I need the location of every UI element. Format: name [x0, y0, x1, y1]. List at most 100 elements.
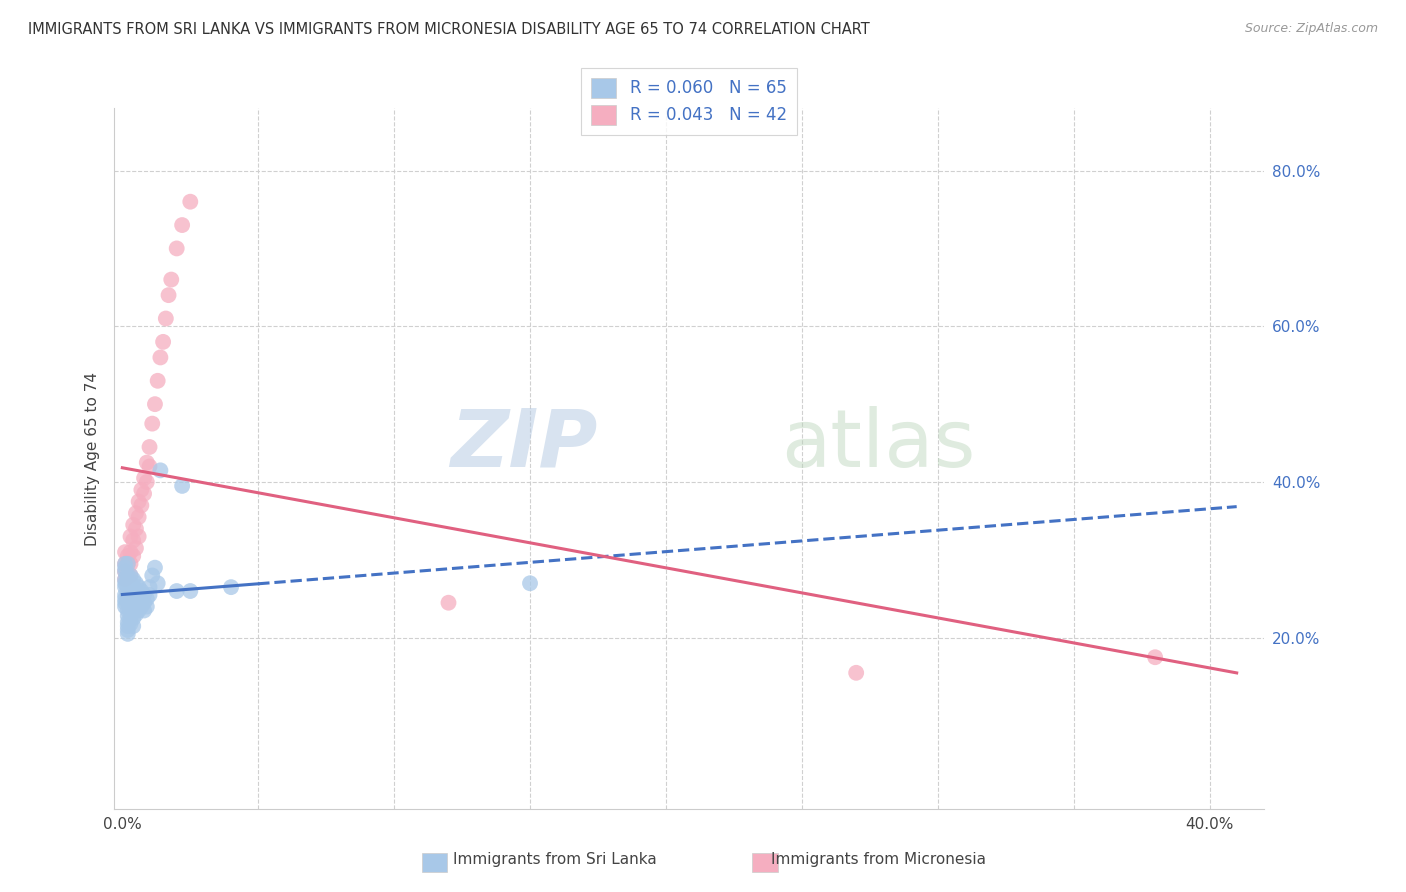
Point — [132, 471, 155, 485]
Point — [117, 549, 139, 563]
Point — [152, 334, 174, 349]
Point — [122, 611, 145, 625]
Point — [146, 374, 169, 388]
Point — [132, 486, 155, 500]
Point — [157, 288, 180, 302]
Point — [179, 584, 201, 599]
Point — [131, 499, 153, 513]
Point — [114, 588, 136, 602]
Point — [120, 529, 142, 543]
Point — [114, 545, 136, 559]
Point — [128, 510, 150, 524]
Point — [172, 479, 194, 493]
Point — [146, 576, 169, 591]
Point — [125, 607, 148, 622]
Point — [125, 591, 148, 606]
Point — [166, 242, 188, 256]
Point — [114, 599, 136, 614]
Point — [128, 596, 150, 610]
Point — [141, 568, 163, 582]
Point — [122, 603, 145, 617]
Point — [122, 517, 145, 532]
Point — [114, 557, 136, 571]
Point — [117, 568, 139, 582]
Point — [219, 580, 242, 594]
Point — [125, 506, 148, 520]
Point — [125, 599, 148, 614]
Point — [114, 573, 136, 587]
Text: Source: ZipAtlas.com: Source: ZipAtlas.com — [1244, 22, 1378, 36]
Point — [122, 573, 145, 587]
Point — [135, 456, 157, 470]
Point — [120, 545, 142, 559]
Point — [122, 619, 145, 633]
Point — [138, 588, 160, 602]
Text: atlas: atlas — [780, 406, 976, 483]
Point — [135, 475, 157, 489]
Point — [122, 580, 145, 594]
Point — [117, 603, 139, 617]
Point — [117, 609, 139, 624]
Point — [128, 580, 150, 594]
Point — [117, 588, 139, 602]
Point — [131, 483, 153, 497]
Point — [120, 568, 142, 582]
Point — [117, 568, 139, 582]
Point — [114, 580, 136, 594]
Point — [117, 615, 139, 630]
Point — [149, 463, 172, 477]
Point — [120, 580, 142, 594]
Point — [135, 591, 157, 606]
Point — [117, 580, 139, 594]
Point — [179, 194, 201, 209]
Text: ZIP: ZIP — [450, 406, 598, 483]
Point — [125, 584, 148, 599]
Point — [143, 560, 166, 574]
Point — [128, 494, 150, 508]
Point — [122, 533, 145, 548]
Point — [114, 560, 136, 574]
Point — [138, 580, 160, 594]
Point — [117, 596, 139, 610]
Point — [141, 417, 163, 431]
Point — [131, 599, 153, 614]
Point — [160, 272, 183, 286]
Point — [120, 596, 142, 610]
Point — [120, 568, 142, 582]
Point — [138, 459, 160, 474]
Point — [149, 351, 172, 365]
Point — [125, 576, 148, 591]
Point — [114, 576, 136, 591]
Point — [131, 584, 153, 599]
Point — [117, 627, 139, 641]
Point — [125, 541, 148, 556]
Point — [172, 218, 194, 232]
Point — [114, 591, 136, 606]
Point — [131, 591, 153, 606]
Point — [120, 576, 142, 591]
Point — [117, 557, 139, 571]
Point — [155, 311, 177, 326]
Point — [122, 596, 145, 610]
Point — [117, 623, 139, 637]
Point — [125, 522, 148, 536]
Point — [138, 440, 160, 454]
Text: IMMIGRANTS FROM SRI LANKA VS IMMIGRANTS FROM MICRONESIA DISABILITY AGE 65 TO 74 : IMMIGRANTS FROM SRI LANKA VS IMMIGRANTS … — [28, 22, 870, 37]
Point — [128, 588, 150, 602]
Text: Immigrants from Micronesia: Immigrants from Micronesia — [772, 852, 986, 867]
Point — [117, 573, 139, 587]
Y-axis label: Disability Age 65 to 74: Disability Age 65 to 74 — [86, 372, 100, 546]
Point — [122, 549, 145, 563]
Point — [437, 596, 460, 610]
Point — [143, 397, 166, 411]
Point — [114, 596, 136, 610]
Legend: R = 0.060   N = 65, R = 0.043   N = 42: R = 0.060 N = 65, R = 0.043 N = 42 — [581, 68, 797, 135]
Point — [132, 588, 155, 602]
Point — [122, 588, 145, 602]
Point — [114, 565, 136, 579]
Text: Immigrants from Sri Lanka: Immigrants from Sri Lanka — [454, 852, 657, 867]
Point — [120, 557, 142, 571]
Point — [128, 529, 150, 543]
Point — [132, 603, 155, 617]
Point — [120, 616, 142, 631]
